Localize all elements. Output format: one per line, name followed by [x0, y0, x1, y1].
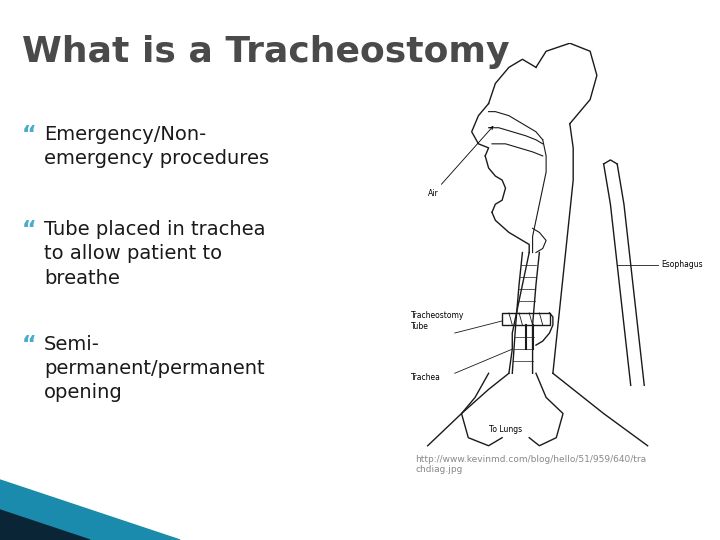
Text: Esophagus: Esophagus [661, 260, 703, 269]
Text: http://www.kevinmd.com/blog/hello/51/959/640/tra
chdiag.jpg: http://www.kevinmd.com/blog/hello/51/959… [415, 455, 646, 475]
Text: Trachea: Trachea [410, 373, 441, 382]
Bar [502, 313, 549, 325]
Text: Tracheostomy
Tube: Tracheostomy Tube [410, 311, 464, 330]
Text: “: “ [22, 220, 37, 240]
Text: Tube placed in trachea
to allow patient to
breathe: Tube placed in trachea to allow patient … [44, 220, 266, 287]
Text: Air: Air [428, 126, 493, 198]
Polygon shape [0, 510, 90, 540]
Text: “: “ [22, 125, 37, 145]
Polygon shape [0, 480, 180, 540]
Text: Semi-
permanent/permanent
opening: Semi- permanent/permanent opening [44, 335, 265, 402]
Text: Emergency/Non-
emergency procedures: Emergency/Non- emergency procedures [44, 125, 269, 168]
Text: To Lungs: To Lungs [489, 425, 522, 434]
Text: What is a Tracheostomy: What is a Tracheostomy [22, 35, 510, 69]
Text: “: “ [22, 335, 37, 355]
